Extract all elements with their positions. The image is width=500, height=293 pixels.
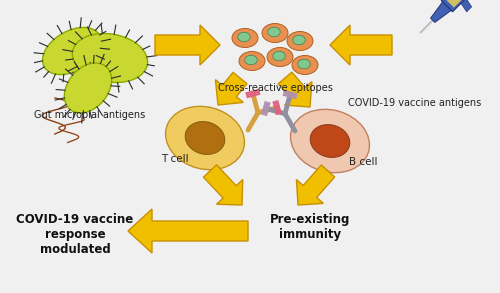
Polygon shape [430, 2, 451, 22]
Ellipse shape [245, 55, 257, 65]
Ellipse shape [232, 28, 258, 47]
Text: B cell: B cell [349, 157, 378, 167]
Ellipse shape [298, 59, 310, 69]
Text: Pre-existing
immunity: Pre-existing immunity [270, 213, 350, 241]
Ellipse shape [239, 52, 265, 71]
Text: COVID-19 vaccine
response
modulated: COVID-19 vaccine response modulated [16, 213, 134, 256]
Ellipse shape [273, 51, 285, 61]
Ellipse shape [72, 33, 148, 83]
Polygon shape [296, 165, 335, 205]
Ellipse shape [42, 28, 102, 75]
Polygon shape [128, 209, 248, 253]
Polygon shape [204, 165, 243, 205]
Ellipse shape [292, 55, 318, 74]
Polygon shape [216, 72, 247, 105]
Text: Gut microbial antigens: Gut microbial antigens [34, 110, 146, 120]
Ellipse shape [290, 109, 370, 173]
Ellipse shape [64, 63, 112, 113]
Text: Cross-reactive epitopes: Cross-reactive epitopes [218, 83, 332, 93]
Ellipse shape [268, 27, 280, 37]
Ellipse shape [293, 35, 305, 45]
Polygon shape [155, 25, 220, 65]
Ellipse shape [185, 122, 225, 154]
Polygon shape [278, 72, 312, 107]
Polygon shape [441, 0, 492, 12]
Polygon shape [446, 0, 471, 8]
Polygon shape [330, 25, 392, 65]
Ellipse shape [287, 32, 313, 50]
Ellipse shape [262, 23, 288, 42]
Text: COVID-19 vaccine antigens: COVID-19 vaccine antigens [348, 98, 482, 108]
Text: T cell: T cell [161, 154, 189, 164]
Ellipse shape [166, 106, 244, 170]
Ellipse shape [238, 32, 250, 42]
Ellipse shape [267, 47, 293, 67]
Ellipse shape [310, 125, 350, 157]
Polygon shape [461, 0, 471, 12]
